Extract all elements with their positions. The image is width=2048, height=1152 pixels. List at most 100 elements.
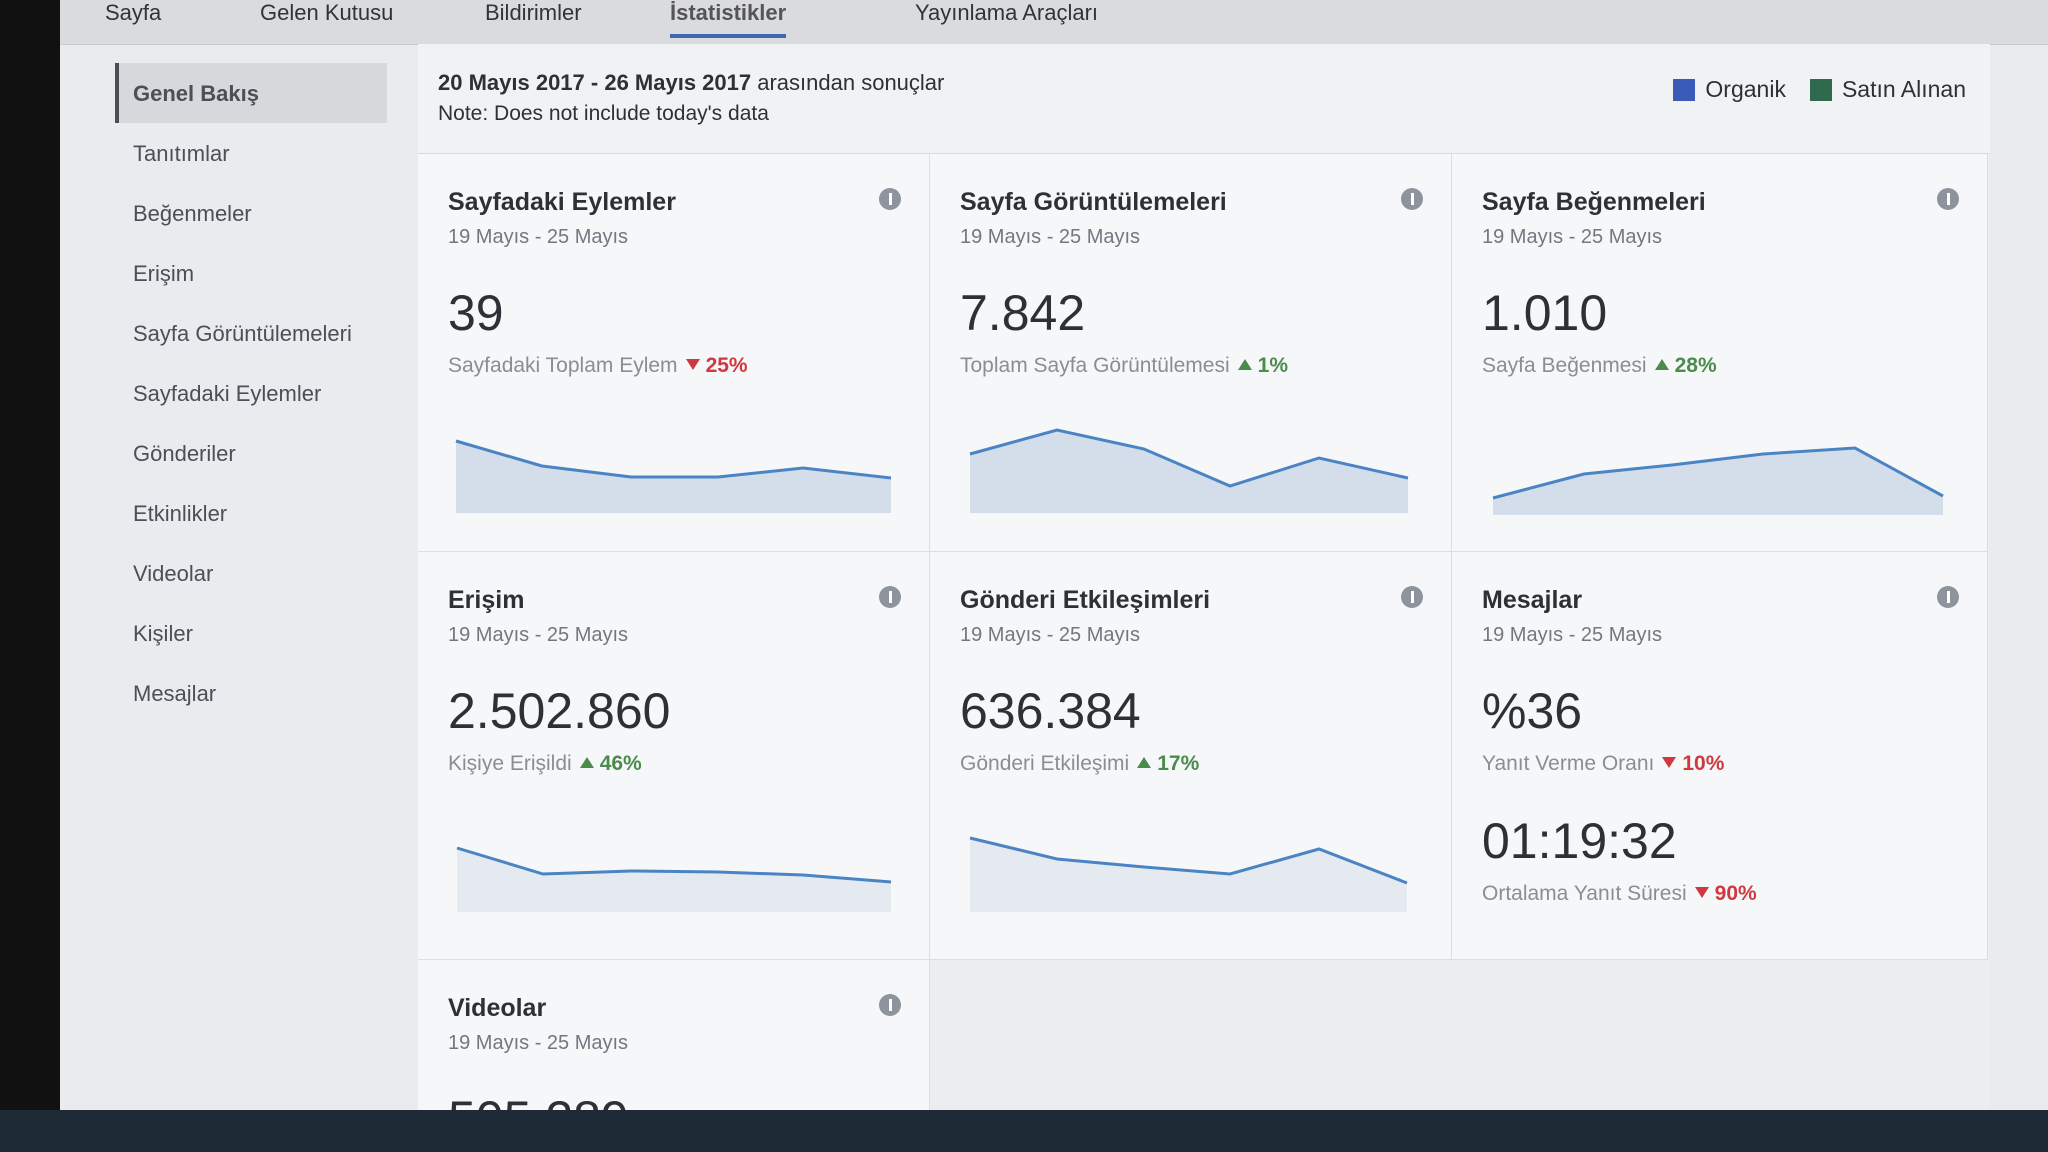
metric-card: Sayfadaki Eylemler 19 Mayıs - 25 Mayıs 39 S… bbox=[418, 154, 930, 552]
range-line: 20 Mayıs 2017 - 26 Mayıs 2017 arasından … bbox=[438, 70, 944, 96]
change-value: 25% bbox=[705, 354, 748, 377]
metric-change: 25% bbox=[678, 354, 748, 377]
metric-change: 10% bbox=[1654, 752, 1724, 775]
info-icon[interactable] bbox=[1937, 188, 1959, 210]
top-nav: Sayfa Gelen Kutusu Bildirimler İstatistikle… bbox=[60, 0, 2048, 45]
metric-card: Mesajlar 19 Mayıs - 25 Mayıs %36 Yanıt Verm… bbox=[1452, 552, 1988, 960]
metric-label: Kişiye Erişildi 46% bbox=[448, 752, 642, 776]
legend-item: Satın Alınan bbox=[1809, 76, 1966, 103]
metric-label: Toplam Sayfa Görüntülemesi 1% bbox=[960, 354, 1288, 378]
change-value: 46% bbox=[599, 752, 642, 775]
metric-change: 90% bbox=[1687, 882, 1757, 905]
range-suffix: arasından sonuçlar bbox=[757, 70, 945, 95]
metric-label: Gönderi Etkileşimi 17% bbox=[960, 752, 1199, 776]
sidebar-item[interactable]: Gönderiler bbox=[133, 441, 236, 466]
change-value: 90% bbox=[1714, 882, 1757, 905]
change-value: 28% bbox=[1674, 354, 1717, 377]
nav-tab[interactable]: İstatistikler bbox=[670, 0, 787, 38]
metric-change: 17% bbox=[1129, 752, 1199, 775]
metric-card: Gönderi Etkileşimleri 19 Mayıs - 25 Mayıs… bbox=[930, 552, 1452, 960]
metric-value: 1.010 bbox=[1482, 285, 1608, 341]
nav-tab[interactable]: Bildirimler bbox=[485, 0, 582, 25]
change-value: 1% bbox=[1257, 354, 1288, 377]
sidebar-item[interactable]: Sayfadaki Eylemler bbox=[133, 381, 322, 406]
metric-value: 505.289 bbox=[448, 1090, 629, 1110]
metric-card: Erişim 19 Mayıs - 25 Mayıs 2.502.860 Kişiye… bbox=[418, 552, 930, 960]
info-icon[interactable] bbox=[879, 188, 901, 210]
note: Note: Does not include today's data bbox=[438, 102, 769, 125]
change-arrow bbox=[1662, 757, 1677, 768]
metric-label-text: Gönderi Etkileşimi bbox=[960, 752, 1130, 775]
card-date: 19 Mayıs - 25 Mayıs bbox=[448, 624, 629, 646]
card-date: 19 Mayıs - 25 Mayıs bbox=[448, 226, 629, 248]
change-arrow bbox=[1137, 757, 1152, 768]
change-arrow bbox=[1237, 359, 1252, 370]
metric-label-text: Toplam Sayfa Görüntülemesi bbox=[960, 354, 1230, 377]
card-date: 19 Mayıs - 25 Mayıs bbox=[1482, 226, 1663, 248]
card-date: 19 Mayıs - 25 Mayıs bbox=[960, 226, 1141, 248]
info-icon[interactable] bbox=[1401, 188, 1423, 210]
sidebar-item[interactable]: Mesajlar bbox=[133, 681, 217, 706]
card-title: Sayfadaki Eylemler bbox=[448, 188, 676, 216]
change-value: 10% bbox=[1682, 752, 1725, 775]
info-icon[interactable] bbox=[879, 994, 901, 1016]
sidebar: Genel Bakış Tanıtımlar Beğenmeler Erişim Say… bbox=[115, 63, 415, 723]
sidebar-item[interactable]: Etkinlikler bbox=[133, 501, 228, 526]
change-arrow bbox=[579, 757, 594, 768]
metric-value: 01:19:32 bbox=[1482, 813, 1677, 869]
metric-label-text: Yanıt Verme Oranı bbox=[1482, 752, 1655, 775]
legend-swatch bbox=[1673, 78, 1696, 101]
date-range: 20 Mayıs 2017 - 26 Mayıs 2017 bbox=[438, 70, 752, 95]
card-title: Gönderi Etkileşimleri bbox=[960, 586, 1211, 614]
sidebar-item[interactable]: Videolar bbox=[133, 561, 214, 586]
card-date: 19 Mayıs - 25 Mayıs bbox=[448, 1032, 629, 1054]
nav-tab[interactable]: Yayınlama Araçları bbox=[915, 0, 1099, 25]
metric-value: %36 bbox=[1482, 683, 1583, 739]
metric-value: 636.384 bbox=[960, 683, 1141, 739]
metric-card: Videolar 19 Mayıs - 25 Mayıs 505.289 bbox=[418, 960, 930, 1110]
change-arrow bbox=[1694, 887, 1709, 898]
sidebar-item[interactable]: Kişiler bbox=[133, 621, 193, 646]
card-date: 19 Mayıs - 25 Mayıs bbox=[960, 624, 1141, 646]
browser-window: Sayfa Gelen Kutusu Bildirimler İstatistikle… bbox=[60, 0, 2048, 1110]
metric-label-text: Kişiye Erişildi bbox=[448, 752, 572, 775]
change-arrow bbox=[685, 359, 700, 370]
change-arrow bbox=[1654, 359, 1669, 370]
sidebar-item[interactable]: Beğenmeler bbox=[133, 201, 252, 226]
metric-label-text: Sayfadaki Toplam Eylem bbox=[448, 354, 678, 377]
sidebar-item[interactable]: Sayfa Görüntülemeleri bbox=[133, 321, 352, 346]
card-date: 19 Mayıs - 25 Mayıs bbox=[1482, 624, 1663, 646]
card-title: Sayfa Beğenmeleri bbox=[1482, 188, 1706, 216]
metric-value: 7.842 bbox=[960, 285, 1086, 341]
sidebar-item[interactable]: Erişim bbox=[133, 261, 195, 286]
metric-change: 1% bbox=[1230, 354, 1288, 377]
metric-label-text: Sayfa Beğenmesi bbox=[1482, 354, 1647, 377]
info-icon[interactable] bbox=[1937, 586, 1959, 608]
card-title: Mesajlar bbox=[1482, 586, 1583, 614]
sidebar-item[interactable]: Tanıtımlar bbox=[133, 141, 230, 166]
card-title: Sayfa Görüntülemeleri bbox=[960, 188, 1227, 216]
legend: Organik Satın Alınan bbox=[1673, 76, 1966, 103]
taskbar bbox=[0, 1110, 2048, 1152]
legend-label: Satın Alınan bbox=[1841, 76, 1966, 102]
nav-tab[interactable]: Gelen Kutusu bbox=[260, 0, 394, 25]
info-icon[interactable] bbox=[879, 586, 901, 608]
metric-card: Sayfa Görüntülemeleri 19 Mayıs - 25 Mayıs… bbox=[930, 154, 1452, 552]
main-content: 20 Mayıs 2017 - 26 Mayıs 2017 arasından … bbox=[418, 44, 1990, 1110]
metric-label: Sayfadaki Toplam Eylem 25% bbox=[448, 354, 748, 378]
legend-swatch bbox=[1809, 78, 1832, 101]
metric-value: 2.502.860 bbox=[448, 683, 671, 739]
legend-item: Organik bbox=[1673, 76, 1786, 103]
metric-label: Sayfa Beğenmesi 28% bbox=[1482, 354, 1717, 378]
card-title: Erişim bbox=[448, 586, 525, 614]
card-title: Videolar bbox=[448, 994, 547, 1022]
metric-label-text: Ortalama Yanıt Süresi bbox=[1482, 882, 1687, 905]
metric-label: Ortalama Yanıt Süresi 90% bbox=[1482, 882, 1757, 906]
info-icon[interactable] bbox=[1401, 586, 1423, 608]
header: 20 Mayıs 2017 - 26 Mayıs 2017 arasından … bbox=[418, 44, 1990, 154]
nav-tab[interactable]: Sayfa bbox=[105, 0, 162, 25]
metric-value: 39 bbox=[448, 285, 504, 341]
sidebar-item[interactable]: Genel Bakış bbox=[115, 63, 387, 123]
metric-card: Sayfa Beğenmeleri 19 Mayıs - 25 Mayıs 1.01… bbox=[1452, 154, 1988, 552]
metric-change: 28% bbox=[1647, 354, 1717, 377]
